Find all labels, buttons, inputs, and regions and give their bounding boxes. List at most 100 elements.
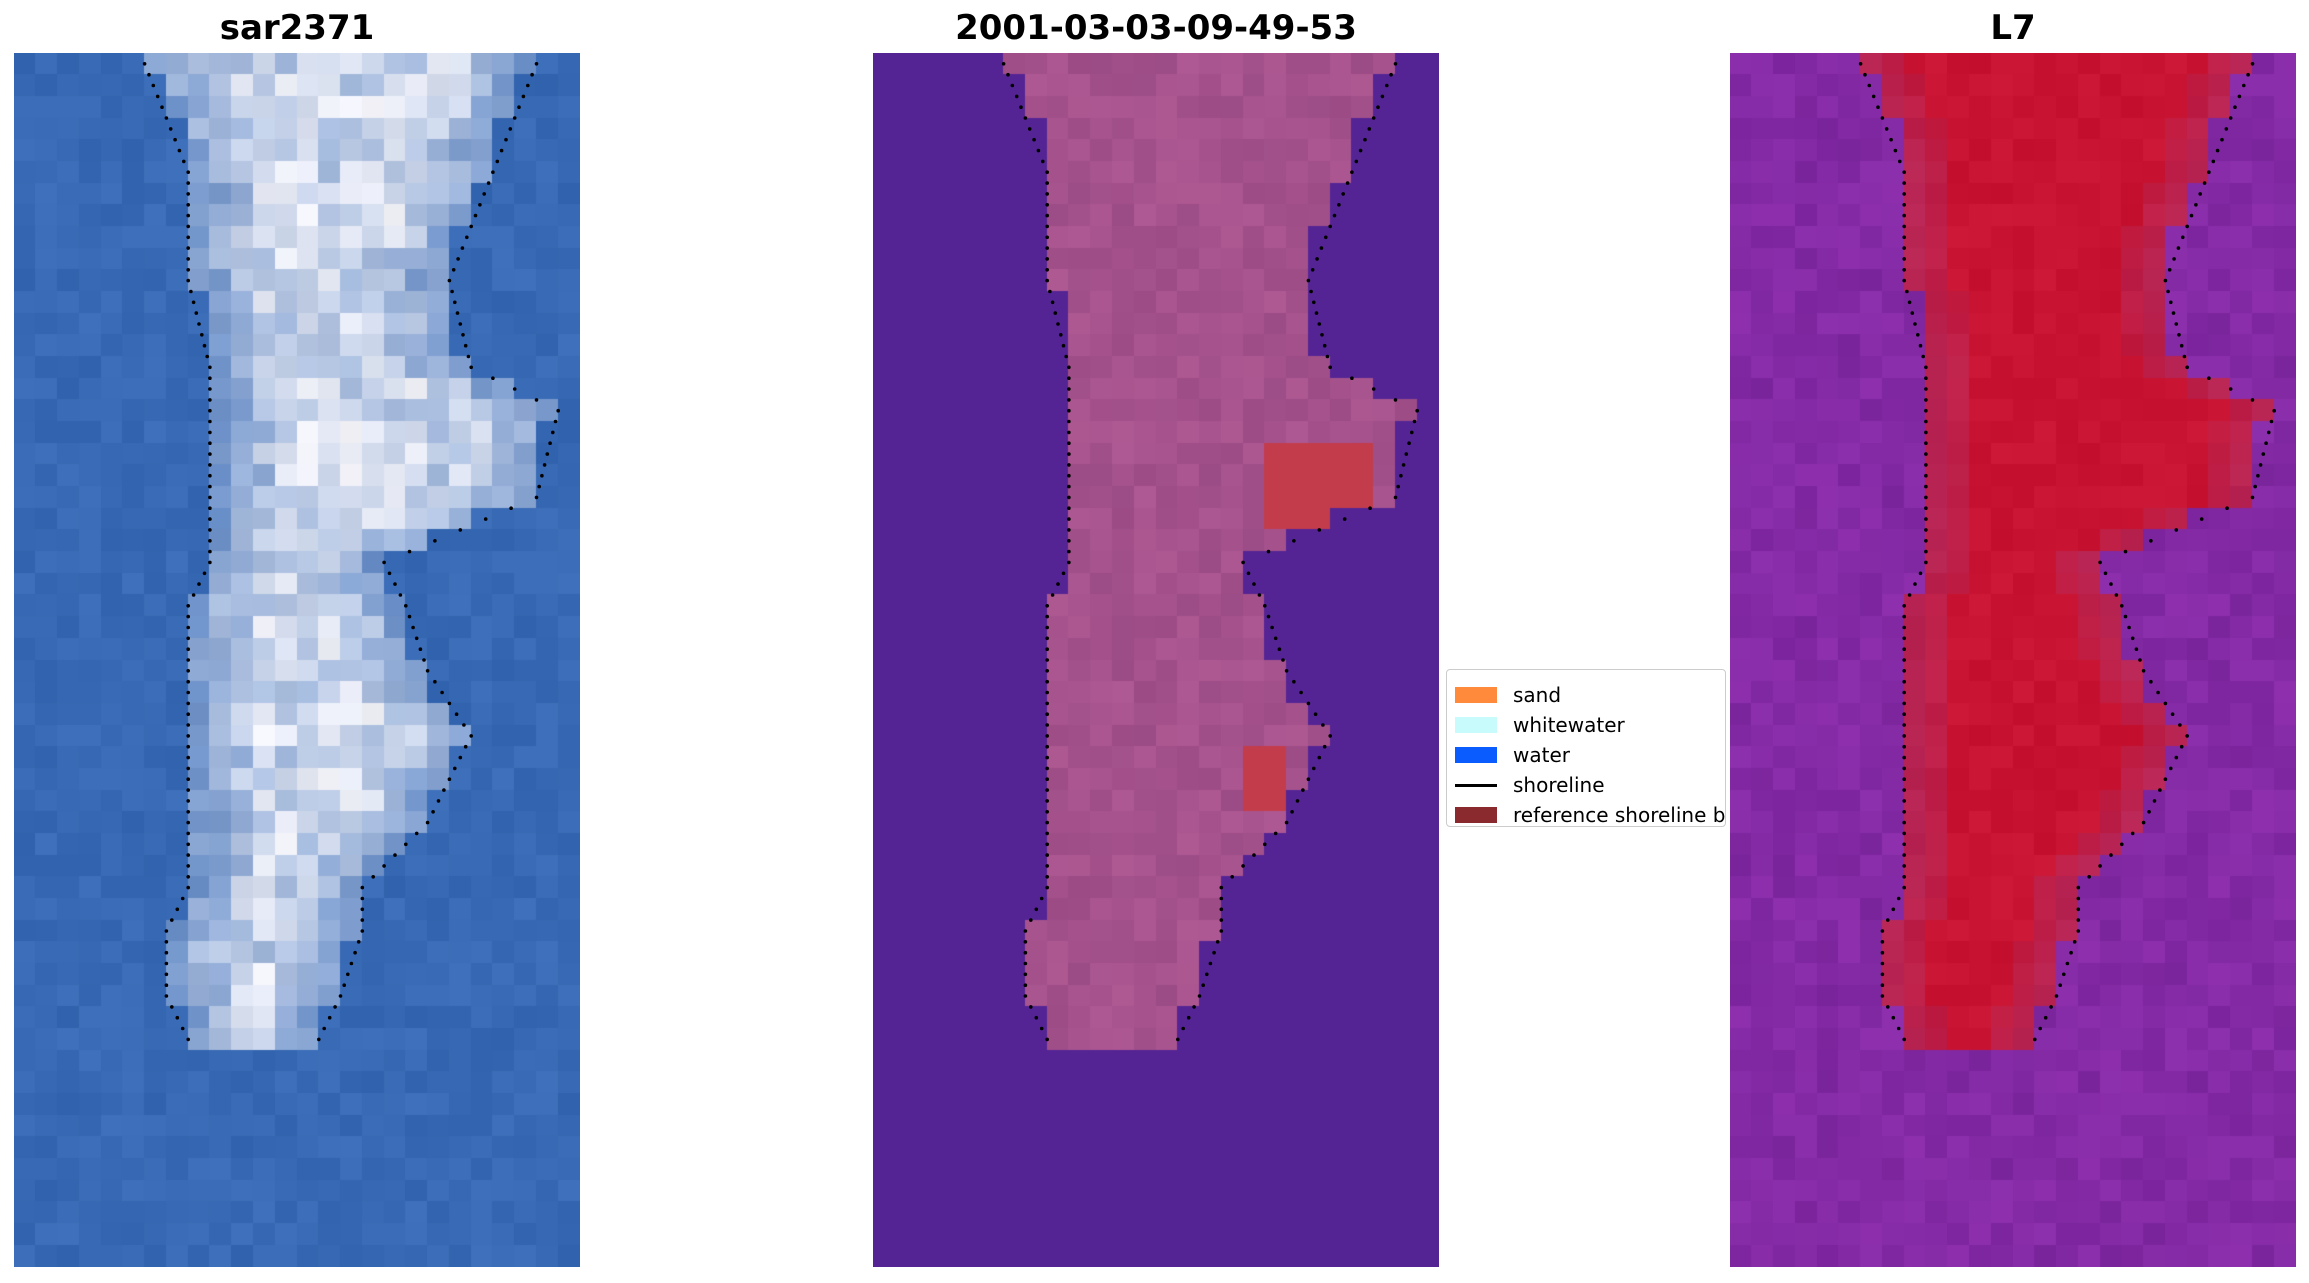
shoreline-point bbox=[1201, 983, 1205, 987]
shoreline-point bbox=[526, 83, 530, 88]
shoreline-point bbox=[2114, 593, 2119, 597]
shoreline-point bbox=[1045, 712, 1049, 716]
shoreline-point bbox=[1219, 896, 1224, 901]
shoreline-point bbox=[1023, 929, 1028, 933]
shoreline-point bbox=[1263, 604, 1267, 608]
shoreline-point bbox=[414, 831, 419, 836]
shoreline-point bbox=[433, 539, 437, 543]
shoreline-point bbox=[2163, 701, 2168, 706]
shoreline-point bbox=[2267, 430, 2271, 435]
shoreline-point bbox=[197, 582, 201, 586]
shoreline-point bbox=[1902, 658, 1906, 662]
shoreline-point bbox=[1315, 257, 1319, 261]
shoreline-point bbox=[2058, 983, 2062, 987]
shoreline-point bbox=[2076, 929, 2081, 933]
shoreline-point bbox=[1924, 387, 1928, 391]
shoreline-point bbox=[1014, 94, 1019, 99]
shoreline-point bbox=[1328, 734, 1332, 738]
legend-item-reference-buffer: reference shoreline buffer bbox=[1455, 800, 1726, 827]
shoreline-point bbox=[1902, 224, 1906, 229]
shoreline-point bbox=[1061, 571, 1066, 576]
shoreline-point bbox=[164, 972, 169, 977]
shoreline-point bbox=[1902, 679, 1906, 684]
shoreline-point bbox=[1902, 864, 1906, 868]
shoreline-point bbox=[1067, 398, 1071, 402]
shoreline-point bbox=[1317, 528, 1322, 532]
shoreline-point bbox=[208, 408, 212, 413]
shoreline-point bbox=[2123, 614, 2128, 619]
shoreline-point bbox=[545, 452, 550, 456]
shoreline-point bbox=[1045, 885, 1049, 890]
shoreline-point bbox=[1410, 430, 1414, 435]
shoreline-point bbox=[1876, 105, 1880, 109]
shoreline-point bbox=[1006, 72, 1010, 77]
shoreline-point bbox=[1045, 647, 1049, 651]
shoreline-point bbox=[1893, 148, 1898, 153]
shoreline-point bbox=[186, 213, 190, 218]
shoreline-overlay bbox=[142, 62, 560, 1042]
shoreline-point bbox=[1241, 864, 1245, 868]
shoreline-point bbox=[1924, 419, 1928, 424]
shoreline-point bbox=[1197, 994, 1202, 998]
shoreline-point bbox=[382, 864, 386, 868]
shoreline-point bbox=[1019, 105, 1023, 109]
shoreline-point bbox=[540, 473, 544, 478]
shoreline-point bbox=[2038, 1026, 2042, 1031]
shoreline-point bbox=[1891, 907, 1896, 912]
shoreline-point bbox=[2250, 62, 2255, 66]
shoreline-point bbox=[1067, 408, 1071, 413]
shoreline-point bbox=[1902, 799, 1906, 803]
shoreline-point bbox=[1924, 398, 1928, 402]
shoreline-point bbox=[1067, 517, 1071, 521]
shoreline-point bbox=[2178, 723, 2182, 727]
shoreline-point bbox=[1045, 1037, 1049, 1042]
shoreline-point bbox=[2237, 94, 2242, 99]
panel-title-3: L7 bbox=[1990, 8, 2036, 48]
shoreline-point bbox=[433, 679, 437, 684]
shoreline-point bbox=[200, 333, 204, 337]
shoreline-point bbox=[1921, 354, 1925, 359]
shoreline-point bbox=[382, 560, 386, 565]
shoreline-point bbox=[491, 170, 495, 174]
shoreline-point bbox=[1345, 181, 1350, 185]
shoreline-point bbox=[1045, 799, 1049, 803]
shoreline-point bbox=[542, 463, 547, 467]
shoreline-point bbox=[186, 170, 190, 174]
shoreline-point bbox=[2087, 875, 2091, 879]
shoreline-point bbox=[1219, 918, 1224, 922]
shoreline-point bbox=[1858, 62, 1863, 66]
shoreline-point bbox=[1902, 192, 1906, 196]
shoreline-point bbox=[186, 268, 190, 272]
shoreline-point bbox=[1045, 723, 1049, 727]
shoreline-point bbox=[1230, 875, 1234, 879]
shoreline-point bbox=[1039, 1026, 1044, 1031]
shoreline-point bbox=[1277, 647, 1282, 651]
shoreline-point bbox=[404, 604, 408, 608]
shoreline-point bbox=[2172, 257, 2176, 261]
shoreline-point bbox=[1867, 83, 1872, 88]
shoreline-point bbox=[1902, 744, 1906, 749]
shoreline-point bbox=[534, 398, 539, 402]
shoreline-point bbox=[1902, 625, 1906, 630]
shoreline-point bbox=[1045, 831, 1049, 836]
shoreline-point bbox=[473, 213, 478, 218]
shoreline-point bbox=[197, 322, 201, 326]
shoreline-point bbox=[186, 766, 190, 771]
shoreline-point bbox=[186, 810, 190, 814]
shoreline-point bbox=[186, 712, 190, 716]
shoreline-point bbox=[458, 755, 463, 760]
shoreline-point bbox=[1902, 810, 1906, 814]
shoreline-point bbox=[2062, 972, 2066, 977]
legend-label: reference shoreline buffer bbox=[1513, 803, 1726, 827]
shoreline-point bbox=[1902, 723, 1906, 727]
shoreline-point bbox=[1385, 83, 1389, 88]
shoreline-point bbox=[2199, 517, 2204, 521]
shoreline-point bbox=[1045, 842, 1049, 847]
shoreline-point bbox=[440, 690, 444, 695]
shoreline-point bbox=[1896, 1026, 1901, 1031]
shoreline-point bbox=[1896, 896, 1901, 901]
shoreline-point bbox=[186, 788, 190, 792]
shoreline-point bbox=[463, 744, 468, 749]
shoreline-point bbox=[1050, 300, 1055, 305]
shoreline-point bbox=[1380, 94, 1385, 99]
